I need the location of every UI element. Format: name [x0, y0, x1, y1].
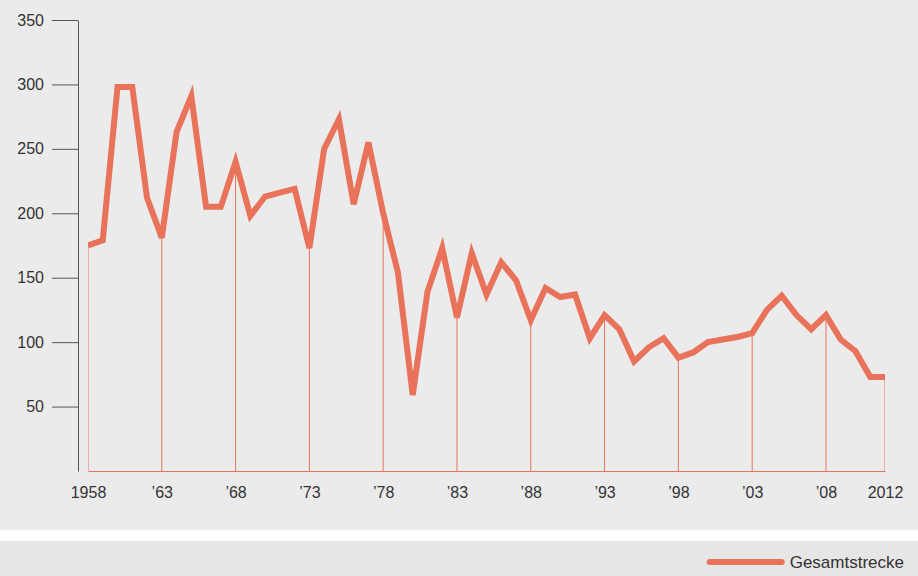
x-tick-label: ’08 — [816, 484, 837, 501]
x-tick-label: 1958 — [71, 484, 107, 501]
grid-line — [383, 213, 384, 471]
y-tick: 300 — [17, 76, 78, 93]
x-tick: ’08 — [816, 471, 837, 501]
x-tick: ’83 — [447, 471, 468, 501]
y-tick: 350 — [17, 12, 78, 29]
y-tick: 150 — [17, 269, 78, 286]
legend-label: Gesamtstrecke — [790, 553, 904, 572]
x-tick: 1958 — [71, 471, 107, 501]
x-tick-label: ’78 — [373, 484, 394, 501]
series-line — [88, 87, 885, 395]
x-tick-label: ’88 — [521, 484, 542, 501]
x-tick: ’78 — [373, 471, 394, 501]
grid-line — [456, 318, 457, 471]
y-tick-mark — [52, 213, 78, 214]
x-tick: 2012 — [868, 471, 904, 501]
legend-band — [0, 541, 918, 576]
y-tick-label: 200 — [17, 205, 44, 222]
legend-swatch — [710, 559, 782, 565]
grid-line — [88, 246, 89, 472]
y-tick-label: 150 — [17, 269, 44, 286]
x-tick-label: ’63 — [152, 484, 173, 501]
y-tick-label: 250 — [17, 140, 44, 157]
y-tick: 100 — [17, 334, 78, 351]
x-tick: ’03 — [742, 471, 763, 501]
y-tick-mark — [52, 149, 78, 150]
x-tick-label: ’73 — [299, 484, 320, 501]
grid-line — [825, 315, 826, 471]
y-tick-mark — [52, 278, 78, 279]
background — [0, 0, 918, 530]
y-tick-label: 300 — [17, 76, 44, 93]
plot-area — [88, 87, 885, 471]
x-tick-label: ’98 — [668, 484, 689, 501]
x-tick: ’73 — [299, 471, 320, 501]
x-tick: ’98 — [668, 471, 689, 501]
y-axis: 50 100 150 200 250 300 350 — [17, 12, 78, 472]
x-tick: ’93 — [594, 471, 615, 501]
grid-line — [885, 377, 886, 471]
y-tick-mark — [52, 407, 78, 408]
grid-line — [604, 315, 605, 471]
y-tick-label: 350 — [17, 12, 44, 29]
grid-line — [309, 248, 310, 471]
y-tick-mark — [52, 342, 78, 343]
y-axis-line — [78, 21, 79, 472]
x-tick-label: 2012 — [868, 484, 904, 501]
y-tick: 250 — [17, 140, 78, 157]
x-axis: 1958 ’63 ’68 ’73 ’78 ’83 ’88 ’93 ’98 ’03 ’08 2012 — [71, 471, 904, 501]
x-tick-label: ’68 — [225, 484, 246, 501]
legend: Gesamtstrecke — [710, 553, 904, 572]
x-tick-label: ’03 — [742, 484, 763, 501]
x-tick: ’88 — [521, 471, 542, 501]
y-tick: 200 — [17, 205, 78, 222]
grid-line — [530, 320, 531, 471]
y-tick-label: 100 — [17, 334, 44, 351]
x-axis-line — [89, 471, 886, 472]
chart: 50 100 150 200 250 300 350 1958 ’63 ’68 ’73 ’78 ’83 ’… — [0, 0, 918, 576]
x-tick: ’68 — [225, 471, 246, 501]
y-tick-label: 50 — [26, 398, 44, 415]
y-tick-mark — [52, 20, 78, 21]
y-tick: 50 — [26, 398, 78, 415]
grid-line — [235, 162, 236, 471]
grid-line — [752, 333, 753, 471]
x-tick-label: ’83 — [447, 484, 468, 501]
y-tick-mark — [52, 84, 78, 85]
x-tick-label: ’93 — [594, 484, 615, 501]
grid-line — [161, 238, 162, 471]
x-tick: ’63 — [152, 471, 173, 501]
grid-line — [678, 358, 679, 471]
